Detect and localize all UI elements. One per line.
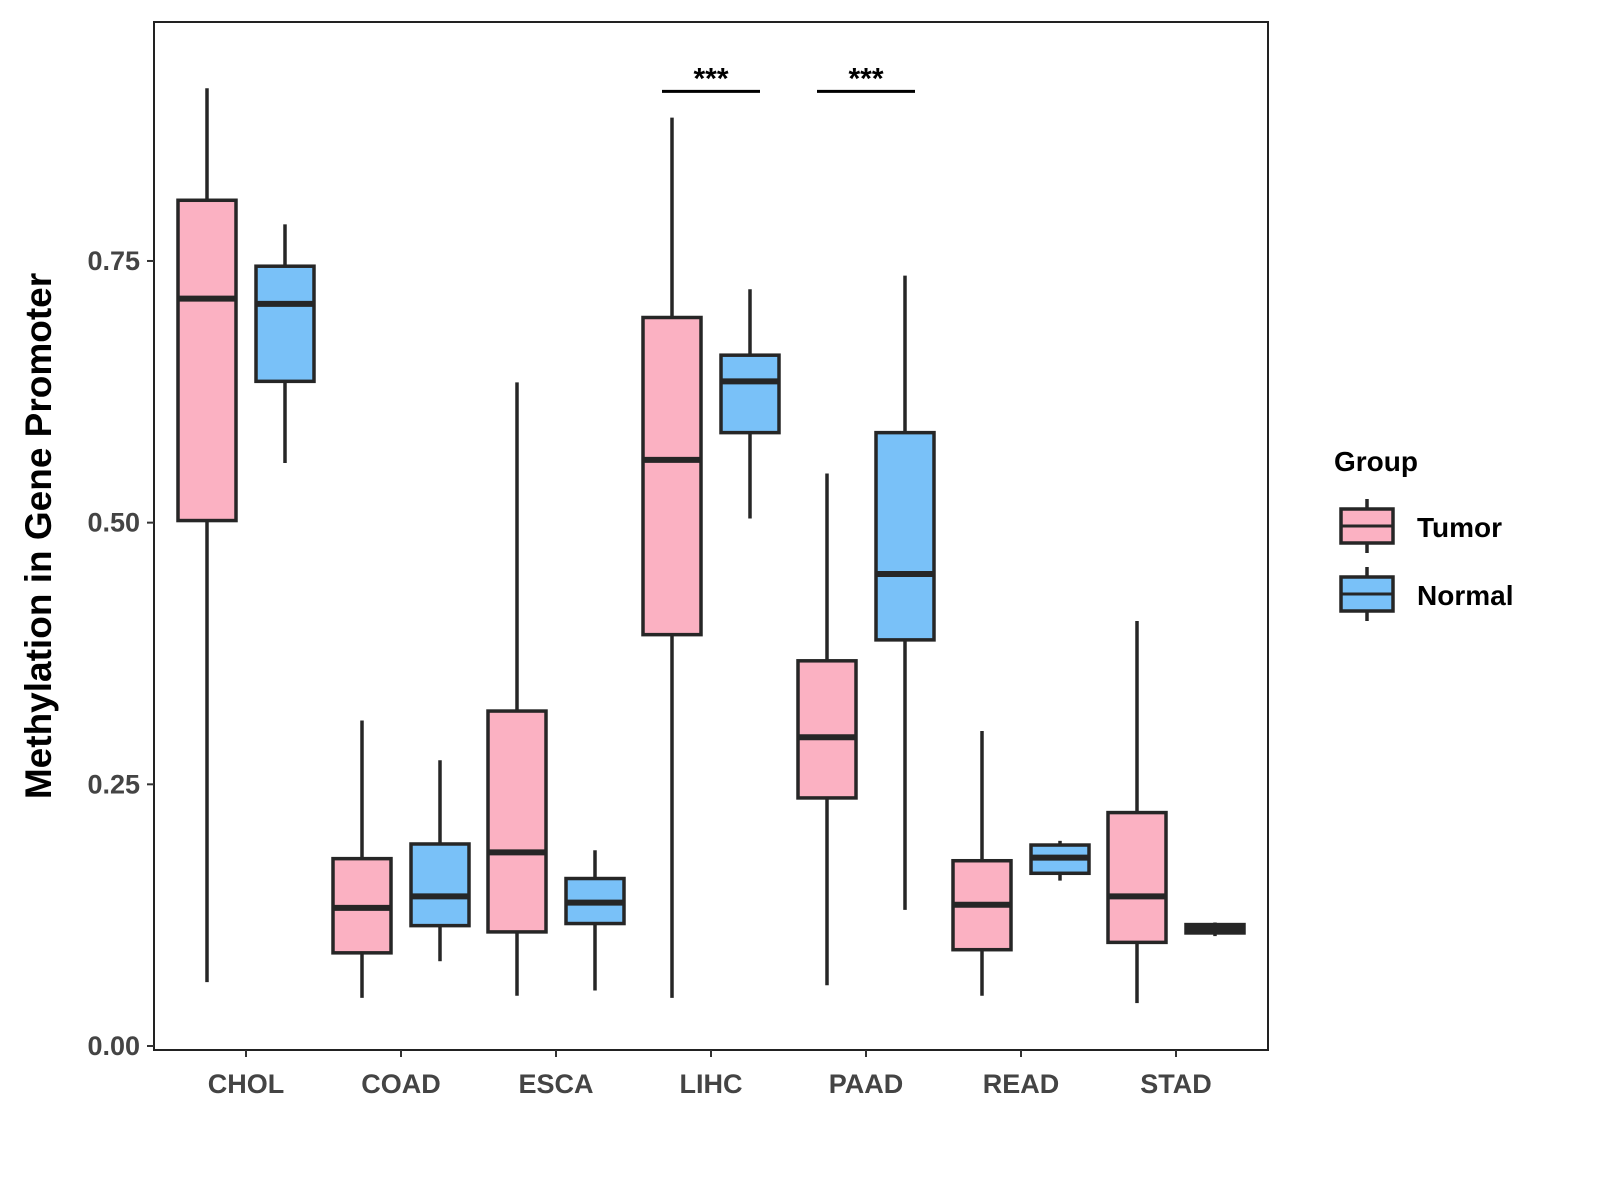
x-tick-label: READ [983, 1069, 1060, 1099]
significance-label: *** [848, 62, 883, 95]
x-tick-label: COAD [361, 1069, 441, 1099]
box-body [486, 709, 548, 934]
box-normal-coad [409, 760, 471, 962]
box-body [719, 353, 781, 435]
y-axis-title: Methylation in Gene Promoter [18, 273, 59, 799]
box-body [254, 264, 316, 384]
box-body [409, 842, 471, 928]
box-tumor-paad [796, 473, 858, 986]
box-tumor-stad [1106, 621, 1168, 1004]
legend-label-tumor: Tumor [1417, 512, 1502, 543]
legend: Group Tumor Normal [1334, 446, 1513, 621]
box-body [176, 198, 238, 523]
y-tick-label: 0.50 [87, 508, 140, 538]
x-tick-label: ESCA [518, 1069, 593, 1099]
y-tick-label: 0.25 [87, 769, 140, 799]
box-tumor-read [951, 730, 1013, 996]
significance-label: *** [693, 62, 728, 95]
legend-title: Group [1334, 446, 1418, 477]
y-tick-label: 0.00 [87, 1031, 140, 1061]
box-normal-chol [254, 224, 316, 463]
plot-panel [153, 21, 1269, 1051]
x-tick-label: LIHC [680, 1069, 743, 1099]
legend-label-normal: Normal [1417, 580, 1513, 611]
x-tick-label: CHOL [208, 1069, 285, 1099]
box-normal-stad [1184, 922, 1246, 937]
box-normal-esca [564, 850, 626, 991]
box-normal-read [1029, 840, 1091, 881]
box-tumor-esca [486, 382, 548, 996]
box-tumor-lihc [641, 117, 703, 998]
box-body [874, 430, 936, 642]
x-tick-label: PAAD [829, 1069, 904, 1099]
box-tumor-chol [176, 88, 238, 983]
x-tick-label: STAD [1140, 1069, 1212, 1099]
y-tick-label: 0.75 [87, 246, 140, 276]
box-body [1106, 810, 1168, 945]
box-body [641, 315, 703, 637]
box-normal-lihc [719, 289, 781, 519]
box-tumor-coad [331, 720, 393, 998]
box-body [796, 659, 858, 800]
box-normal-paad [874, 275, 936, 910]
